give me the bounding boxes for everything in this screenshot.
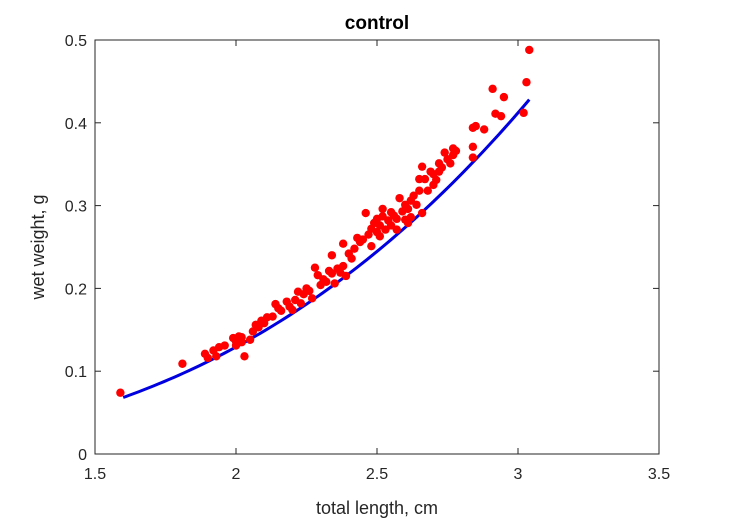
data-point <box>310 263 320 272</box>
data-point <box>375 232 385 241</box>
plot-area <box>95 40 659 454</box>
y-tick-label: 0.2 <box>65 281 87 298</box>
data-point <box>296 299 306 308</box>
data-point <box>415 186 424 195</box>
data-point <box>423 186 432 195</box>
data-point <box>203 353 212 363</box>
data-point <box>519 108 528 118</box>
data-point <box>220 341 229 350</box>
data-point <box>437 163 447 172</box>
data-point <box>178 359 187 368</box>
data-point <box>378 204 387 214</box>
x-tick-label: 2.5 <box>366 466 388 483</box>
data-point <box>338 261 348 271</box>
x-tick-label: 3 <box>514 466 523 483</box>
data-point <box>338 239 348 248</box>
data-point <box>341 271 351 281</box>
data-point <box>327 251 337 260</box>
data-point <box>327 269 337 278</box>
data-point <box>245 335 255 344</box>
x-tick-label: 2 <box>232 466 241 483</box>
ticks: 1.5 2 2.5 3 3.5 0 0.1 0.2 0.3 0.4 0.5 <box>65 33 670 483</box>
data-point <box>525 45 534 55</box>
data-point <box>350 244 359 253</box>
data-point <box>499 92 509 102</box>
plot-content <box>116 45 534 399</box>
data-point <box>417 208 427 218</box>
data-point <box>440 148 449 157</box>
data-point <box>276 306 286 315</box>
data-point <box>392 214 401 224</box>
data-point <box>212 352 221 361</box>
data-point <box>471 121 480 131</box>
data-point <box>446 159 455 168</box>
x-tick-label: 3.5 <box>648 466 670 483</box>
y-tick-label: 0.4 <box>65 116 87 133</box>
data-point <box>468 142 478 152</box>
data-point <box>268 312 277 321</box>
data-point <box>322 277 331 286</box>
data-point <box>479 125 489 134</box>
data-point <box>468 153 478 162</box>
data-point <box>288 305 297 315</box>
y-tick-label: 0.1 <box>65 364 87 381</box>
y-tick-label: 0 <box>78 447 87 464</box>
data-point <box>116 388 125 397</box>
data-point <box>409 191 418 200</box>
data-point <box>307 294 317 303</box>
data-point <box>237 338 246 347</box>
data-point <box>330 279 339 288</box>
data-point <box>432 175 441 185</box>
data-point <box>395 193 404 203</box>
data-point <box>488 84 497 94</box>
x-axis-label: total length, cm <box>316 498 438 518</box>
data-point <box>420 174 430 184</box>
data-point <box>361 208 370 218</box>
data-point <box>417 162 427 171</box>
data-point <box>412 200 421 209</box>
data-point <box>305 286 314 296</box>
fit-curve <box>122 98 531 399</box>
data-point <box>392 225 401 234</box>
data-point <box>240 352 249 361</box>
data-point <box>358 235 368 244</box>
y-tick-label: 0.3 <box>65 199 87 216</box>
data-point <box>347 254 356 263</box>
data-point <box>496 111 506 121</box>
data-point <box>451 146 461 156</box>
y-axis-label: wet weight, g <box>28 194 48 300</box>
data-point <box>406 212 416 222</box>
y-tick-label: 0.5 <box>65 33 87 50</box>
chart-title: control <box>345 13 409 34</box>
data-point <box>367 241 376 251</box>
data-point <box>522 78 531 87</box>
x-tick-label: 1.5 <box>84 466 106 483</box>
data-point <box>403 204 413 214</box>
